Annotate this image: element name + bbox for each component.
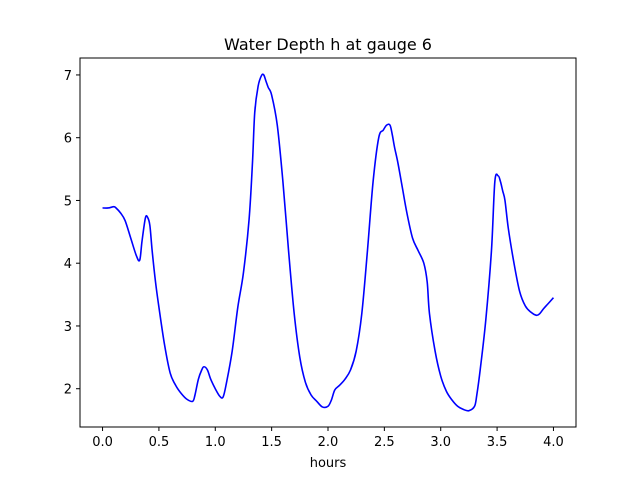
x-tick-label: 1.0: [205, 435, 226, 450]
y-tick-label: 5: [64, 194, 72, 209]
chart-title: Water Depth h at gauge 6: [224, 35, 432, 54]
x-tick-label: 3.0: [430, 435, 451, 450]
y-tick-label: 7: [64, 69, 72, 84]
y-axis: 2 3 4 5 6 7: [64, 69, 80, 398]
y-tick-label: 6: [64, 132, 72, 147]
x-tick-label: 0.5: [149, 435, 170, 450]
x-axis-label: hours: [310, 456, 347, 471]
y-tick-label: 3: [64, 320, 72, 335]
x-tick-label: 3.5: [487, 435, 508, 450]
x-tick-label: 2.5: [374, 435, 395, 450]
x-tick-label: 1.5: [261, 435, 282, 450]
x-axis: 0.0 0.5 1.0 1.5 2.0 2.5 3.0 3.5 4.0: [92, 427, 564, 450]
series-line: [102, 73, 555, 412]
x-tick-label: 2.0: [318, 435, 339, 450]
x-tick-label: 4.0: [543, 435, 564, 450]
y-tick-label: 2: [64, 383, 72, 398]
y-tick-label: 4: [64, 257, 72, 272]
series-layer: [102, 73, 555, 412]
x-tick-label: 0.0: [92, 435, 113, 450]
